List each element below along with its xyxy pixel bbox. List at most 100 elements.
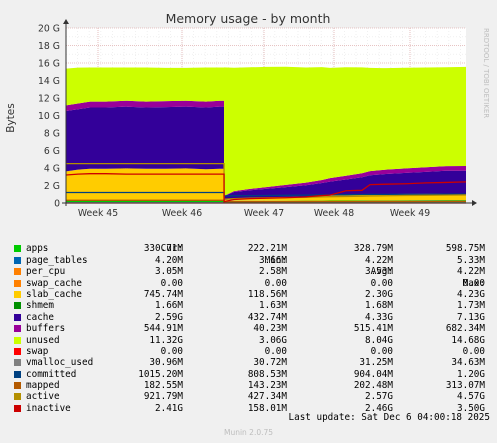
y-tick-label: 2 G xyxy=(44,181,60,192)
legend-value-cur: 2.59G xyxy=(155,311,183,323)
legend-value-max: 682.34M xyxy=(445,323,485,335)
legend-series-name: active xyxy=(26,391,60,403)
legend-swatch xyxy=(14,370,21,378)
generator-credit: Munin 2.0.75 xyxy=(223,428,274,437)
legend-value-cur: 745.74M xyxy=(143,288,183,300)
legend: Cur: Min: Avg: Max: apps 330.71M 222.21M 32… xyxy=(0,232,497,414)
last-update: Last update: Sat Dec 6 04:00:18 2025 xyxy=(288,412,491,423)
legend-value-max: 4.57G xyxy=(457,391,485,403)
legend-value-avg: 2.30G xyxy=(365,288,393,300)
legend-value-avg: 4.33G xyxy=(365,311,393,323)
legend-value-cur: 921.79M xyxy=(143,391,183,403)
x-tick-label: Week 48 xyxy=(314,208,354,219)
legend-row-page-tables: page_tables 4.20M 3.66M 4.22M 5.33M xyxy=(0,255,497,266)
legend-value-avg: 8.04G xyxy=(365,334,393,346)
legend-value-avg: 328.79M xyxy=(353,243,393,255)
legend-value-max: 14.68G xyxy=(451,334,485,346)
legend-value-avg: 2.57G xyxy=(365,391,393,403)
legend-value-max: 34.63M xyxy=(451,357,485,369)
legend-series-name: page_tables xyxy=(26,254,88,266)
legend-series-name: vmalloc_used xyxy=(26,357,94,369)
y-axis-arrow xyxy=(63,19,69,24)
legend-value-max: 5.33M xyxy=(457,254,485,266)
legend-series-name: apps xyxy=(26,243,49,255)
stack-areas xyxy=(66,66,466,203)
area-page-tables xyxy=(66,200,466,202)
legend-value-avg: 3.53M xyxy=(365,266,393,278)
legend-series-name: inactive xyxy=(26,402,71,414)
legend-swatch xyxy=(14,359,21,367)
x-axis-arrow xyxy=(472,200,477,206)
legend-header-avg: Avg: xyxy=(370,266,393,278)
legend-row-per-cpu: per_cpu 3.05M 2.58M 3.53M 4.22M xyxy=(0,266,497,277)
legend-swatch xyxy=(14,393,21,401)
legend-value-cur: 0.00 xyxy=(160,345,183,357)
legend-row-committed: committed 1015.20M 808.53M 904.04M 1.20G xyxy=(0,369,497,380)
legend-value-min: 40.23M xyxy=(253,323,287,335)
y-tick-label: 8 G xyxy=(44,129,60,140)
legend-series-name: slab_cache xyxy=(26,288,82,300)
legend-value-min: 222.21M xyxy=(247,243,287,255)
legend-value-min: 2.58M xyxy=(259,266,287,278)
legend-value-min: 143.23M xyxy=(247,380,287,392)
watermark: RRDTOOL / TOBI OETIKER xyxy=(482,28,490,118)
legend-swatch xyxy=(14,268,21,276)
legend-swatch xyxy=(14,404,21,412)
line-committed xyxy=(66,191,467,197)
legend-value-avg: 202.48M xyxy=(353,380,393,392)
x-tick-label: Week 49 xyxy=(390,208,430,219)
legend-row-unused: unused 11.32G 3.06G 8.04G 14.68G xyxy=(0,335,497,346)
legend-row-shmem: shmem 1.66M 1.63M 1.68M 1.73M xyxy=(0,300,497,311)
legend-value-avg: 0.00 xyxy=(370,277,393,289)
legend-row-active: active 921.79M 427.34M 2.57G 4.57G xyxy=(0,391,497,402)
legend-value-max: 4.22M xyxy=(457,266,485,278)
legend-series-name: committed xyxy=(26,368,77,380)
legend-rows: apps 330.71M 222.21M 328.79M 598.75M page_tab… xyxy=(0,243,497,414)
legend-series-name: swap xyxy=(26,345,49,357)
legend-swatch xyxy=(14,302,21,310)
legend-value-cur: 330.71M xyxy=(143,243,183,255)
legend-row-buffers: buffers 544.91M 40.23M 515.41M 682.34M xyxy=(0,323,497,334)
legend-row-slab-cache: slab_cache 745.74M 118.56M 2.30G 4.23G xyxy=(0,289,497,300)
legend-value-cur: 544.91M xyxy=(143,323,183,335)
area-unused xyxy=(66,66,466,196)
y-tick-label: 4 G xyxy=(44,164,60,175)
area-buffers xyxy=(66,100,466,197)
legend-value-min: 427.34M xyxy=(247,391,287,403)
legend-header-min: Min: xyxy=(264,254,287,266)
legend-value-cur: 0.00 xyxy=(160,277,183,289)
legend-value-max: 313.07M xyxy=(445,380,485,392)
area-cache xyxy=(66,106,466,200)
memory-chart: Memory usage - by month Bytes RRDTOOL / … xyxy=(5,11,490,219)
legend-value-max: 598.75M xyxy=(445,243,485,255)
legend-header-max: Max: xyxy=(462,277,485,289)
legend-value-cur: 4.20M xyxy=(155,254,183,266)
legend-value-avg: 515.41M xyxy=(353,323,393,335)
y-tick-label: 20 G xyxy=(38,24,60,35)
y-tick-label: 18 G xyxy=(38,41,60,52)
legend-value-min: 3.66M xyxy=(259,254,287,266)
legend-value-cur: 1.66M xyxy=(155,300,183,312)
legend-value-max: 3.50G xyxy=(457,402,485,414)
legend-series-name: mapped xyxy=(26,380,60,392)
y-tick-label: 16 G xyxy=(38,59,60,70)
x-tick-label: Week 45 xyxy=(78,208,118,219)
y-tick-label: 10 G xyxy=(38,111,60,122)
legend-row-cache: cache 2.59G 432.74M 4.33G 7.13G xyxy=(0,312,497,323)
legend-value-min: 432.74M xyxy=(247,311,287,323)
legend-value-cur: 182.55M xyxy=(143,380,183,392)
line-mapped xyxy=(66,199,467,203)
area-per-cpu xyxy=(66,200,466,202)
legend-swatch xyxy=(14,382,21,390)
legend-swatch xyxy=(14,256,21,264)
legend-value-cur: 30.96M xyxy=(149,357,183,369)
legend-value-min: 158.01M xyxy=(247,402,287,414)
legend-series-name: per_cpu xyxy=(26,266,66,278)
legend-value-max: 0.00 xyxy=(462,345,485,357)
y-tick-label: 0 xyxy=(54,199,60,210)
legend-swatch xyxy=(14,325,21,333)
legend-value-min: 118.56M xyxy=(247,288,287,300)
legend-value-cur: 3.05M xyxy=(155,266,183,278)
x-tick-label: Week 46 xyxy=(162,208,202,219)
legend-header-cur: Cur: xyxy=(160,243,183,255)
